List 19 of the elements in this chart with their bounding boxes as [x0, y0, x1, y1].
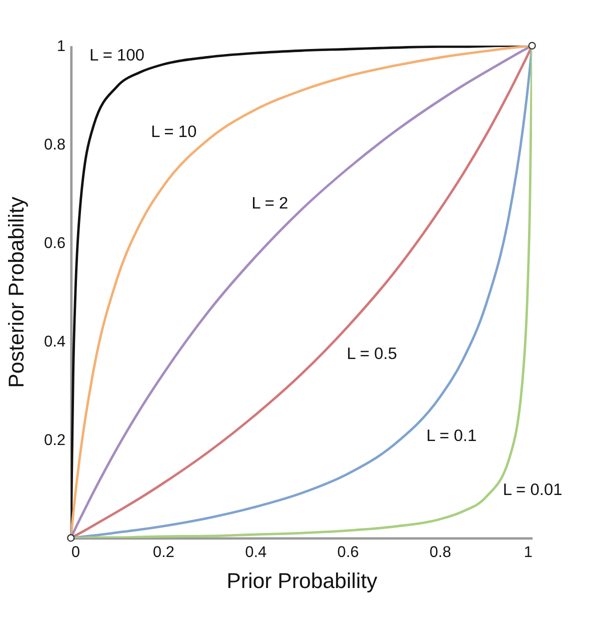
y-tick-label: 0.8	[44, 136, 66, 154]
y-axis-title: Posterior Probability	[4, 196, 29, 388]
x-tick-label: 0	[71, 544, 80, 561]
y-tick-label: 0.4	[44, 333, 66, 350]
x-tick-label: 1	[524, 544, 533, 561]
series-label: L = 10	[150, 122, 197, 141]
series-label: L = 100	[90, 46, 144, 64]
series-label: L = 2	[252, 194, 288, 212]
x-tick-label: 0.4	[245, 544, 267, 561]
series-label: L = 0.5	[346, 344, 398, 363]
series-label: L = 0.1	[426, 426, 477, 445]
y-tick-label: 1	[56, 38, 66, 56]
y-tick-label: 0.2	[44, 432, 66, 449]
x-axis-title: Prior Probability	[226, 568, 378, 593]
x-tick-label: 0.2	[152, 544, 174, 561]
y-tick-label: 0.6	[44, 234, 66, 252]
x-tick-label: 0.6	[337, 544, 359, 561]
x-tick-label: 0.8	[430, 544, 452, 561]
series-label: L = 0.01	[502, 481, 562, 500]
